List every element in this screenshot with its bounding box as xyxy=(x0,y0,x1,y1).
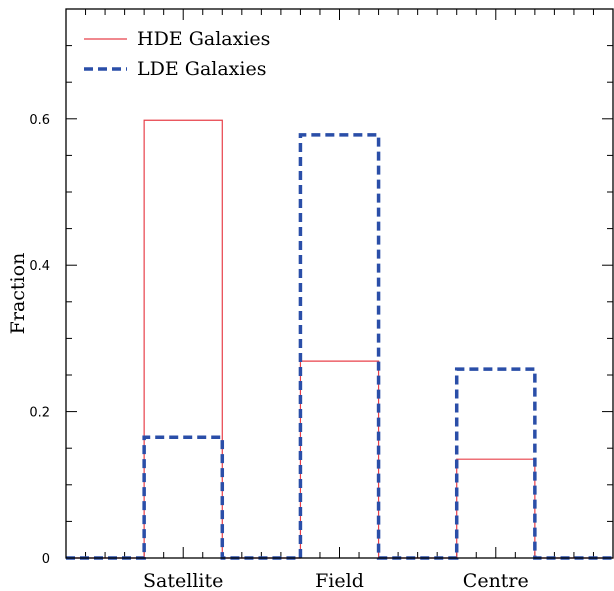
y-tick-label: 0 xyxy=(42,552,50,567)
y-axis-title: Fraction xyxy=(7,253,29,335)
category-label: Centre xyxy=(463,570,529,591)
category-labels: Satellite Field Centre xyxy=(143,570,529,591)
y-tick-labels: 0 0.2 0.4 0.6 xyxy=(29,113,50,567)
series-lde-galaxies-outline xyxy=(66,133,613,560)
legend: HDE Galaxies LDE Galaxies xyxy=(84,28,270,80)
histogram-steps xyxy=(66,119,613,560)
category-label: Field xyxy=(315,570,364,591)
legend-label: LDE Galaxies xyxy=(137,58,266,80)
y-tick-label: 0.6 xyxy=(29,113,50,128)
plot-frame xyxy=(65,8,614,559)
category-label: Satellite xyxy=(143,570,223,591)
y-tick-label: 0.4 xyxy=(29,259,50,274)
y-tick-label: 0.2 xyxy=(29,406,50,421)
legend-label: HDE Galaxies xyxy=(137,28,270,50)
series-hde-galaxies-outline xyxy=(66,119,613,559)
tick-marks xyxy=(65,8,614,559)
